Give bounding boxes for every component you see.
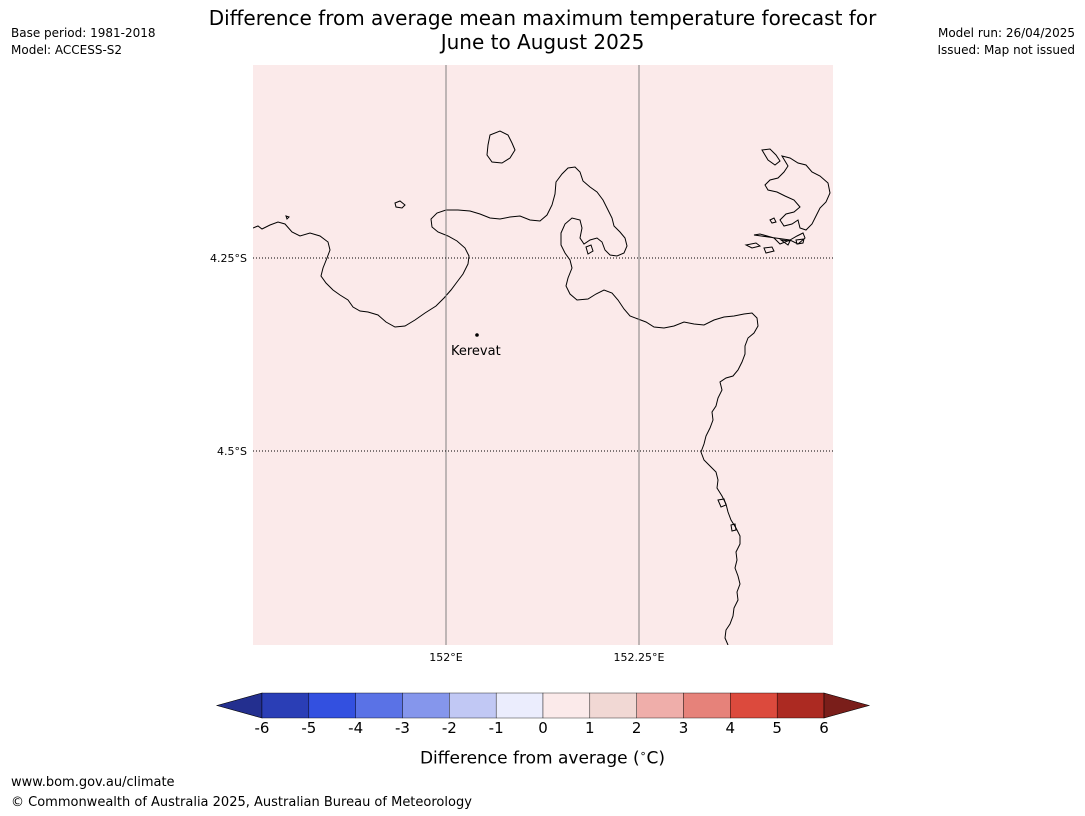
issued-text: Issued: Map not issued <box>937 43 1075 57</box>
colorbar-segment <box>589 692 637 719</box>
coastline-west <box>253 166 759 645</box>
coastline-group <box>253 130 831 645</box>
islet-east-2 <box>730 523 737 532</box>
lat-label-45s: 4.5°S <box>217 445 247 458</box>
model-run-text: Model run: 26/04/2025 <box>937 26 1075 40</box>
colorbar-segment <box>495 692 544 719</box>
colorbar-tick-label: -2 <box>442 719 457 737</box>
map-title: Difference from average mean maximum tem… <box>140 6 945 54</box>
colorbar-tick-label: 5 <box>772 719 782 737</box>
meta-left: Base period: 1981-2018 Model: ACCESS-S2 <box>11 25 156 59</box>
colorbar-segment <box>636 692 684 719</box>
colorbar-label-unit: C) <box>646 748 666 769</box>
title-line-2: June to August 2025 <box>440 30 645 54</box>
colorbar-segment <box>542 692 591 719</box>
colorbar-label: Difference from average (∘C) <box>340 747 745 769</box>
colorbar-tick-label: -5 <box>301 719 316 737</box>
colorbar-segment <box>402 692 450 719</box>
island-north <box>486 130 516 164</box>
lat-label-425s: 4.25°S <box>210 252 247 265</box>
lon-label-15225e: 152.25°E <box>614 651 665 664</box>
colorbar-label-degree: ∘ <box>639 747 647 760</box>
colorbar-tick-label: 1 <box>585 719 595 737</box>
model-text: Model: ACCESS-S2 <box>11 43 123 57</box>
colorbar-tick-label: 2 <box>632 719 642 737</box>
colorbar-tick-label: 3 <box>679 719 689 737</box>
colorbar-tick-label: -3 <box>395 719 410 737</box>
island-small-west <box>394 200 406 209</box>
title-line-1: Difference from average mean maximum tem… <box>208 6 877 30</box>
colorbar <box>215 692 871 719</box>
colorbar-tick-label: -6 <box>255 719 270 737</box>
place-marker <box>475 333 479 337</box>
island-dot-west <box>285 215 290 220</box>
colorbar-segment <box>776 692 825 719</box>
footer-url[interactable]: www.bom.gov.au/climate <box>11 775 175 790</box>
colorbar-extend-high <box>823 692 871 719</box>
islet-east-1 <box>717 498 727 508</box>
base-period-text: Base period: 1981-2018 <box>11 26 156 40</box>
colorbar-tick-label: 0 <box>538 719 548 737</box>
colorbar-segment <box>308 692 356 719</box>
map-area <box>253 65 833 645</box>
lon-label-152e: 152°E <box>429 651 462 664</box>
island-group-east <box>744 148 831 254</box>
colorbar-tick-label: 4 <box>726 719 736 737</box>
colorbar-segment <box>683 692 731 719</box>
colorbar-extend-low <box>215 692 263 719</box>
colorbar-tick-label: 6 <box>819 719 829 737</box>
footer-copyright: © Commonwealth of Australia 2025, Austra… <box>11 795 472 810</box>
meta-right: Model run: 26/04/2025 Issued: Map not is… <box>937 25 1075 59</box>
island-inlet <box>585 244 594 255</box>
colorbar-segment <box>261 692 310 719</box>
place-label-kerevat: Kerevat <box>451 344 501 359</box>
colorbar-segment <box>355 692 403 719</box>
colorbar-segment <box>449 692 497 719</box>
colorbar-label-text: Difference from average ( <box>419 748 640 769</box>
colorbar-ticks: -6 -5 -4 -3 -2 -1 0 1 2 3 4 5 6 <box>255 719 829 737</box>
colorbar-tick-label: -4 <box>348 719 363 737</box>
colorbar-segment <box>730 692 778 719</box>
colorbar-tick-label: -1 <box>489 719 504 737</box>
